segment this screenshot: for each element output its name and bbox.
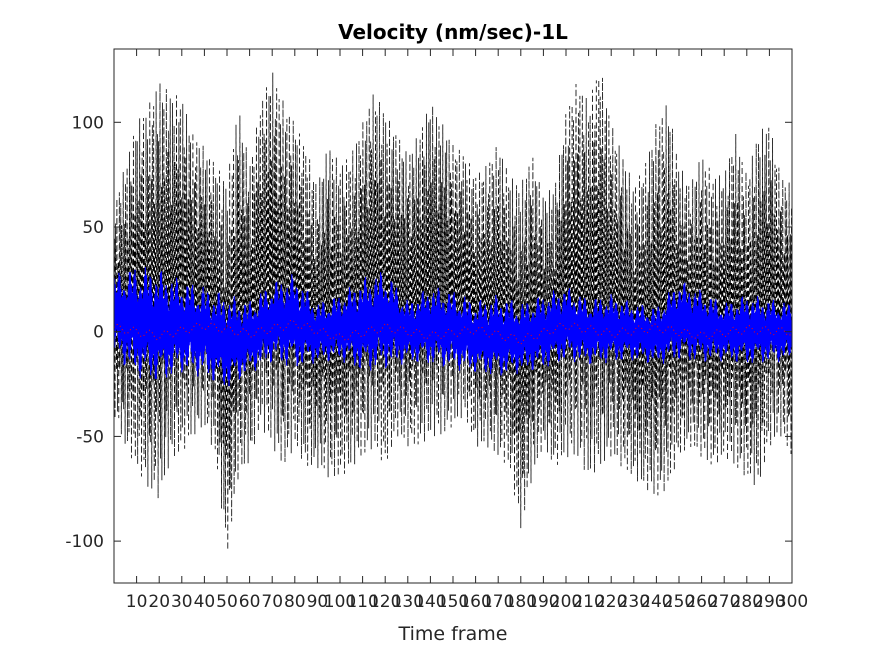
chart-title: Velocity (nm/sec)-1L — [338, 20, 568, 44]
series-layer — [114, 72, 792, 551]
x-tick-label: 230 — [618, 592, 650, 612]
x-tick-label: 80 — [284, 592, 306, 612]
x-tick-label: 290 — [753, 592, 785, 612]
y-axis: -100 -50 0 50 100 — [65, 113, 792, 552]
y-tick-label: 0 — [93, 323, 104, 343]
x-tick-label: 100 — [324, 592, 356, 612]
y-tick-label: -100 — [65, 532, 104, 552]
y-tick-label: -50 — [76, 427, 104, 447]
x-tick-label: 110 — [346, 592, 378, 612]
x-tick-label: 130 — [392, 592, 424, 612]
x-tick-label: 150 — [437, 592, 469, 612]
x-tick-label: 30 — [171, 592, 193, 612]
x-tick-label: 10 — [126, 592, 148, 612]
x-tick-label: 220 — [595, 592, 627, 612]
x-tick-label: 300 — [776, 592, 808, 612]
x-tick-label: 160 — [459, 592, 491, 612]
y-tick-label: 100 — [72, 113, 104, 133]
x-tick-label: 280 — [731, 592, 763, 612]
x-tick-label: 70 — [261, 592, 283, 612]
y-tick-label: 50 — [82, 218, 104, 238]
x-tick-label: 20 — [148, 592, 170, 612]
x-tick-label: 270 — [708, 592, 740, 612]
x-tick-label: 140 — [414, 592, 446, 612]
x-tick-label: 60 — [239, 592, 261, 612]
x-tick-label: 200 — [550, 592, 582, 612]
x-tick-label: 240 — [640, 592, 672, 612]
x-tick-label: 170 — [482, 592, 514, 612]
x-tick-label: 180 — [505, 592, 537, 612]
x-axis: 10 20 30 40 50 60 70 80 901001101201301401501601… — [126, 49, 808, 612]
x-tick-label: 40 — [194, 592, 216, 612]
x-tick-label: 190 — [527, 592, 559, 612]
x-tick-label: 120 — [369, 592, 401, 612]
series-mean — [114, 319, 792, 345]
series-signal — [114, 267, 792, 387]
x-tick-label: 90 — [307, 592, 329, 612]
x-tick-label: 50 — [216, 592, 238, 612]
x-tick-label: 250 — [663, 592, 695, 612]
x-tick-label: 260 — [685, 592, 717, 612]
x-tick-label: 210 — [572, 592, 604, 612]
x-axis-label: Time frame — [398, 623, 508, 645]
